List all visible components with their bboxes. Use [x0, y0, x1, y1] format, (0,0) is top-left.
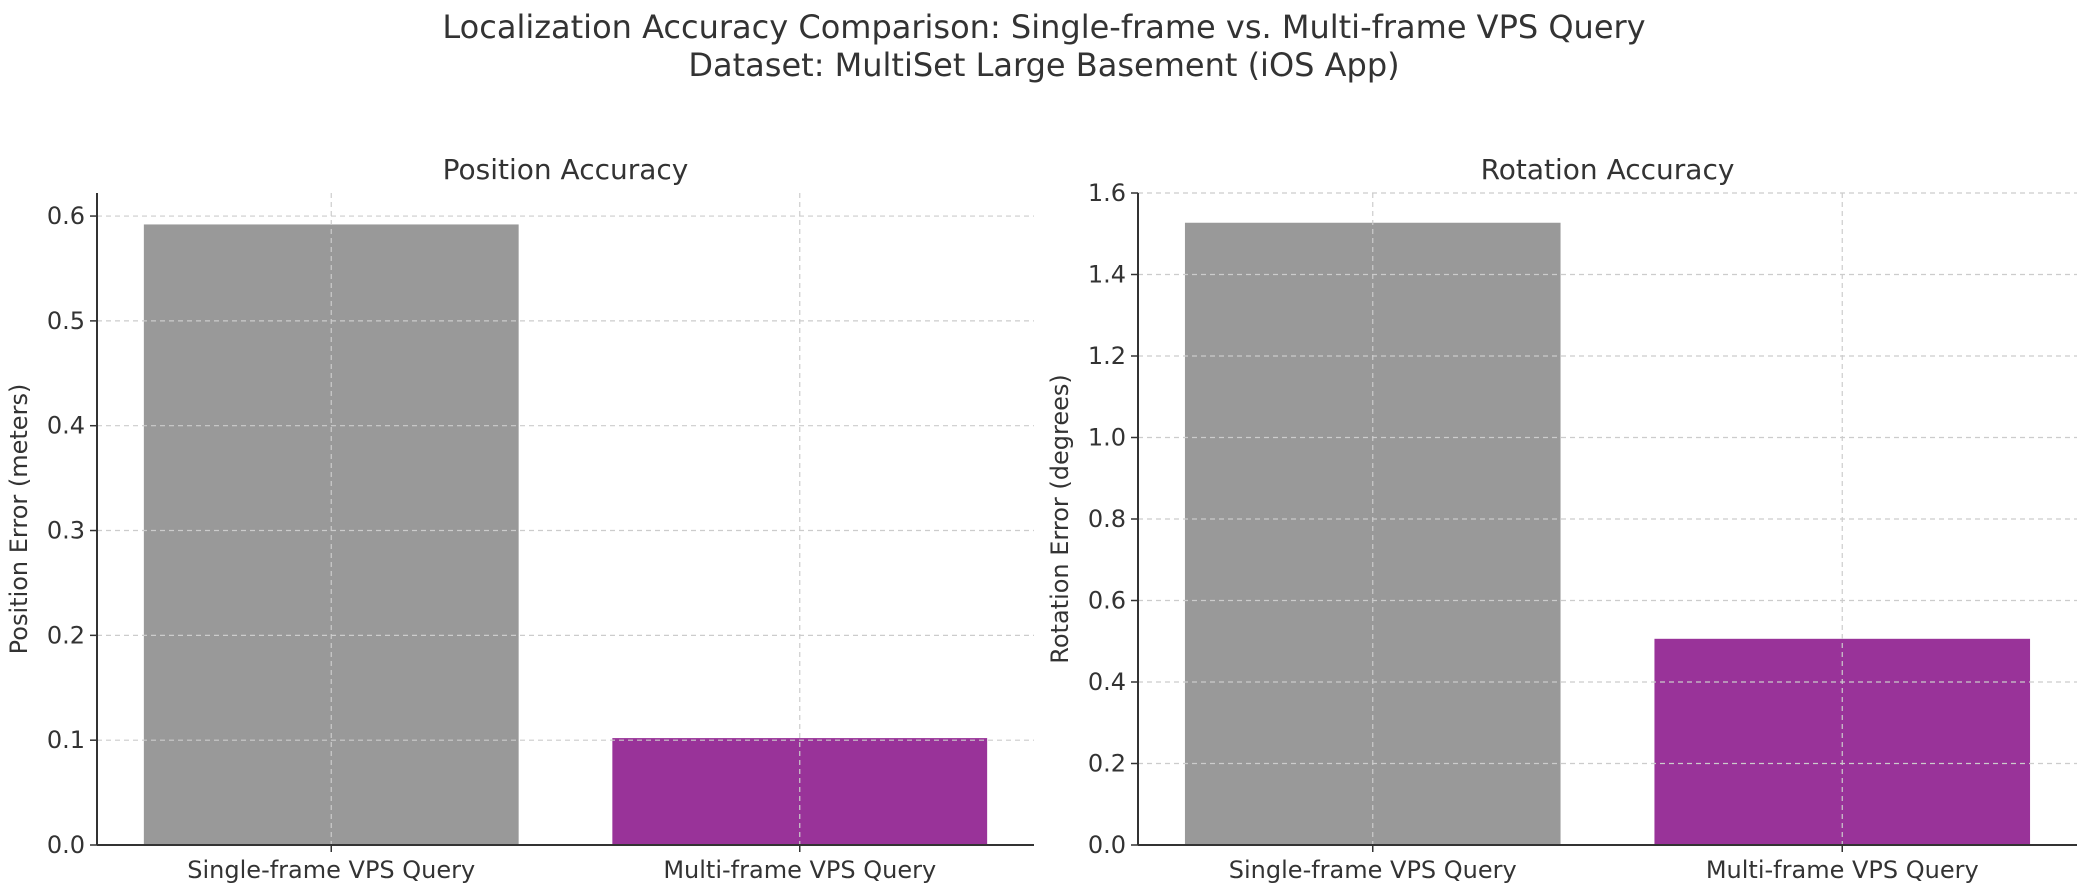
- position-chart: 0.0 0.1 0.2 0.3 0.4 0.5 0.6 Single-frame VPS Qu…: [5, 153, 1034, 884]
- figure-title: Localization Accuracy Comparison: Single…: [0, 8, 2088, 84]
- position-y-tick-label: 0.5: [47, 307, 85, 335]
- rotation-y-axis-label: Rotation Error (degrees): [1046, 374, 1074, 663]
- position-x-tick-label: Multi-frame VPS Query: [663, 856, 936, 884]
- rotation-x-tick-label: Single-frame VPS Query: [1229, 856, 1517, 884]
- figure-title-line-1: Localization Accuracy Comparison: Single…: [442, 8, 1646, 46]
- rotation-y-tick-label: 1.2: [1088, 342, 1126, 370]
- rotation-chart-title: Rotation Accuracy: [1481, 153, 1735, 186]
- rotation-y-tick-label: 0.2: [1088, 750, 1126, 778]
- position-y-tick-label: 0.4: [47, 412, 85, 440]
- position-y-axis-label: Position Error (meters): [5, 384, 33, 655]
- position-y-tick-label: 0.2: [47, 621, 85, 649]
- position-chart-title: Position Accuracy: [443, 153, 689, 186]
- rotation-bar-1: [1184, 222, 1561, 845]
- position-y-tick-label: 0.0: [47, 831, 85, 859]
- position-x-tick-label: Single-frame VPS Query: [187, 856, 475, 884]
- rotation-y-tick-label: 1.0: [1088, 424, 1126, 452]
- figure-subtitle: Dataset: MultiSet Large Basement (iOS Ap…: [688, 46, 1400, 84]
- rotation-y-tick-label: 0.0: [1088, 831, 1126, 859]
- position-y-tick-label: 0.3: [47, 517, 85, 545]
- rotation-chart: 0.0 0.2 0.4 0.6 0.8 1.0 1.2 1.4 1.6 Single-frame …: [1046, 153, 2077, 884]
- position-bar-1: [143, 224, 519, 845]
- rotation-y-tick-label: 0.8: [1088, 505, 1126, 533]
- rotation-y-tick-label: 0.6: [1088, 587, 1126, 615]
- rotation-y-tick-label: 0.4: [1088, 668, 1126, 696]
- rotation-y-tick-label: 1.6: [1088, 179, 1126, 207]
- position-y-tick-label: 0.6: [47, 202, 85, 230]
- rotation-x-tick-label: Multi-frame VPS Query: [1706, 856, 1979, 884]
- rotation-y-tick-label: 1.4: [1088, 261, 1126, 289]
- position-y-tick-label: 0.1: [47, 726, 85, 754]
